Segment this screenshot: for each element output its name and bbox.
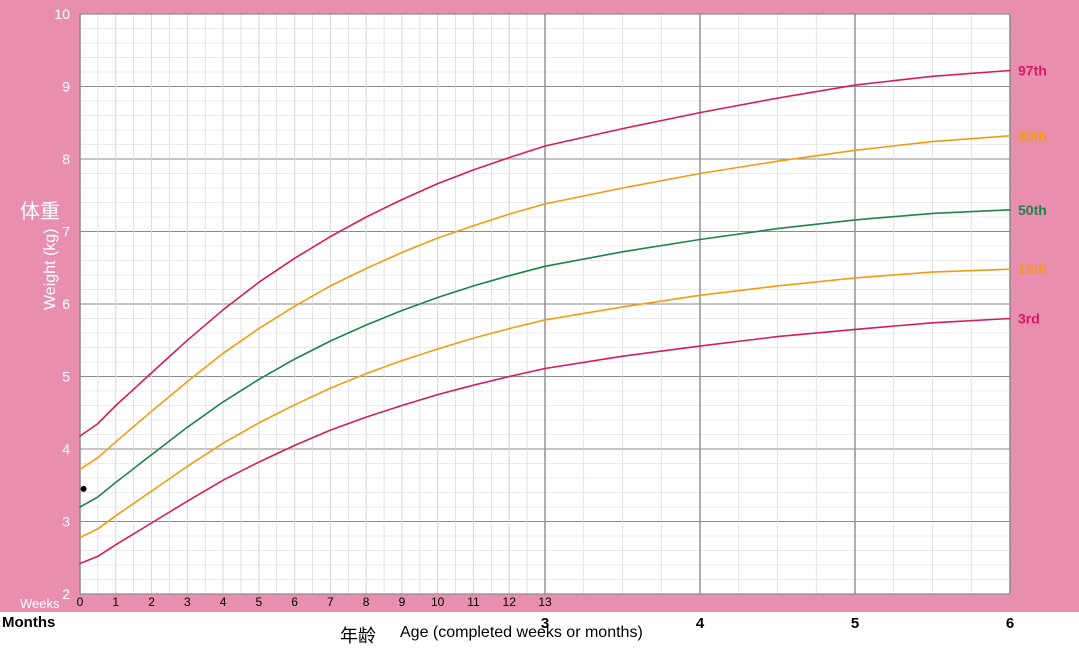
svg-text:85th: 85th bbox=[1018, 128, 1047, 144]
x-axis-label-en: Age (completed weeks or months) bbox=[400, 624, 643, 642]
svg-text:3rd: 3rd bbox=[1018, 311, 1040, 327]
svg-text:2: 2 bbox=[62, 586, 70, 602]
svg-text:97th: 97th bbox=[1018, 63, 1047, 79]
svg-text:7: 7 bbox=[327, 595, 334, 609]
svg-text:5: 5 bbox=[1022, 369, 1030, 385]
growth-chart-frame: 2233445566778899101001234567891011121334… bbox=[0, 0, 1079, 662]
svg-text:9: 9 bbox=[62, 79, 70, 95]
svg-text:5: 5 bbox=[851, 615, 859, 632]
svg-text:8: 8 bbox=[62, 151, 70, 167]
svg-text:11: 11 bbox=[467, 595, 480, 609]
svg-text:2: 2 bbox=[1022, 586, 1030, 602]
svg-text:3: 3 bbox=[184, 595, 191, 609]
svg-text:4: 4 bbox=[220, 595, 227, 609]
svg-text:15th: 15th bbox=[1018, 261, 1047, 277]
svg-text:13: 13 bbox=[538, 595, 552, 609]
svg-text:1: 1 bbox=[112, 595, 119, 609]
svg-text:10: 10 bbox=[54, 6, 70, 22]
growth-chart-svg: 2233445566778899101001234567891011121334… bbox=[0, 0, 1079, 662]
x-axis-label-cn: 年龄 bbox=[340, 622, 376, 648]
svg-text:12: 12 bbox=[503, 595, 517, 609]
svg-text:7: 7 bbox=[62, 224, 70, 240]
svg-text:8: 8 bbox=[1022, 151, 1030, 167]
svg-text:0: 0 bbox=[77, 595, 84, 609]
svg-text:5: 5 bbox=[256, 595, 263, 609]
svg-text:2: 2 bbox=[148, 595, 155, 609]
svg-text:10: 10 bbox=[431, 595, 445, 609]
x-axis-months-label: Months bbox=[2, 614, 55, 631]
svg-text:10: 10 bbox=[1022, 6, 1038, 22]
svg-text:4: 4 bbox=[62, 441, 70, 457]
svg-text:9: 9 bbox=[399, 595, 406, 609]
svg-text:8: 8 bbox=[363, 595, 370, 609]
y-axis-label-cn: 体重 bbox=[20, 195, 60, 224]
svg-text:3: 3 bbox=[1022, 514, 1030, 530]
svg-text:50th: 50th bbox=[1018, 202, 1047, 218]
y-axis-label-en: Weight (kg) bbox=[42, 228, 60, 310]
svg-text:6: 6 bbox=[1006, 615, 1014, 632]
svg-text:4: 4 bbox=[696, 615, 705, 632]
svg-text:5: 5 bbox=[62, 369, 70, 385]
svg-text:6: 6 bbox=[62, 296, 70, 312]
svg-text:9: 9 bbox=[1022, 79, 1030, 95]
svg-text:4: 4 bbox=[1022, 441, 1030, 457]
svg-text:7: 7 bbox=[1022, 224, 1030, 240]
svg-text:6: 6 bbox=[291, 595, 298, 609]
x-axis-weeks-label: Weeks bbox=[20, 596, 60, 611]
svg-text:3: 3 bbox=[62, 514, 70, 530]
